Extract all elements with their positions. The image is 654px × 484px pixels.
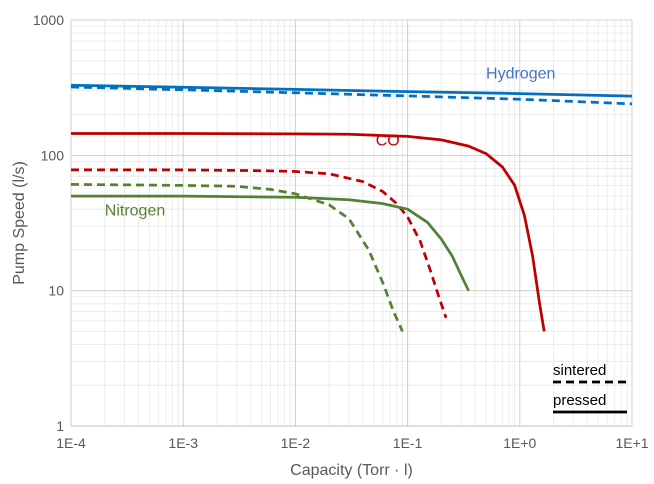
x-tick-label: 1E-1 (393, 435, 423, 451)
x-tick-label: 1E+1 (615, 435, 648, 451)
co-pressed-line (71, 132, 546, 332)
x-tick-label: 1E-4 (56, 435, 86, 451)
x-tick-label: 1E-3 (168, 435, 198, 451)
y-tick-label: 1 (56, 418, 64, 434)
nitrogen-label: Nitrogen (105, 202, 165, 219)
y-axis-title: Pump Speed (l/s) (11, 161, 28, 285)
x-tick-label: 1E-2 (281, 435, 311, 451)
y-tick-label: 100 (41, 147, 65, 163)
legend: sintered pressed (553, 362, 627, 414)
co-sintered-line (71, 168, 448, 319)
hydrogen-label: Hydrogen (486, 65, 555, 82)
data-series (70, 83, 633, 332)
series-labels: Hydrogen CO Nitrogen (105, 65, 556, 219)
legend-label-pressed: pressed (553, 392, 606, 409)
legend-label-sintered: sintered (553, 362, 606, 379)
x-tick-label: 1E+0 (503, 435, 536, 451)
y-tick-label: 10 (48, 283, 64, 299)
nitrogen-sintered-line (70, 183, 404, 332)
x-axis-title: Capacity (Torr · l) (290, 462, 413, 479)
nitrogen-pressed-line (71, 194, 470, 292)
y-tick-label: 1000 (33, 12, 64, 28)
co-label: CO (376, 133, 400, 150)
tick-labels: 1E-4 1E-3 1E-2 1E-1 1E+0 1E+1 1 10 100 1000 (33, 12, 649, 451)
hydrogen-pressed-line (70, 83, 633, 98)
hydrogen-sintered-line (70, 85, 633, 106)
